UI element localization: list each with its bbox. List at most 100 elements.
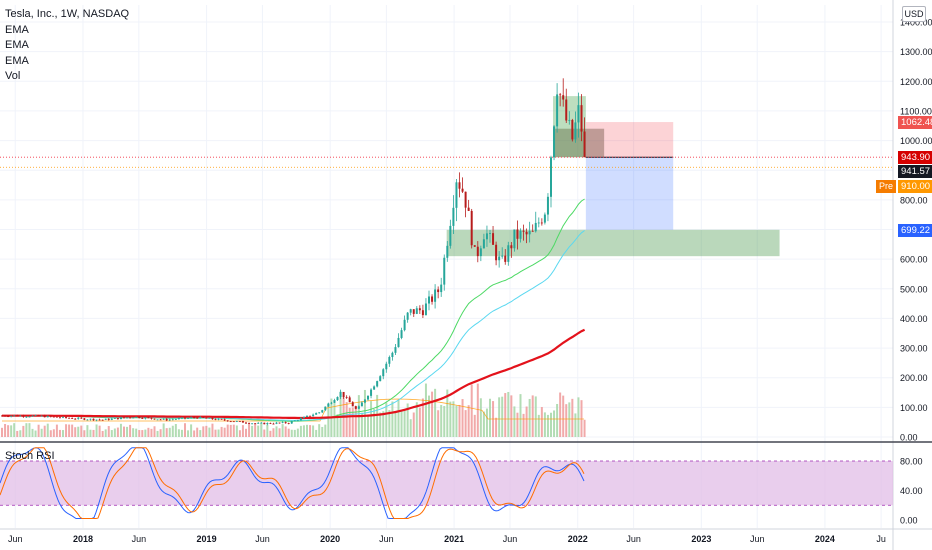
candle[interactable]: [278, 422, 281, 424]
candle[interactable]: [226, 420, 229, 422]
candle[interactable]: [269, 422, 272, 424]
candle[interactable]: [162, 418, 165, 420]
range-box-green[interactable]: [553, 96, 586, 158]
candle[interactable]: [513, 229, 516, 249]
candle[interactable]: [202, 416, 205, 418]
candle[interactable]: [467, 207, 470, 211]
candle[interactable]: [339, 391, 342, 398]
candle[interactable]: [25, 416, 28, 418]
candle[interactable]: [543, 214, 546, 223]
candle[interactable]: [482, 239, 485, 249]
candle[interactable]: [354, 406, 357, 409]
candle[interactable]: [546, 196, 549, 215]
candle[interactable]: [415, 308, 418, 314]
symbol-title[interactable]: Tesla, Inc., 1W, NASDAQ: [5, 8, 130, 20]
candle[interactable]: [22, 415, 25, 417]
candle[interactable]: [476, 246, 479, 257]
candle[interactable]: [498, 256, 501, 261]
candle[interactable]: [110, 418, 113, 420]
candle[interactable]: [568, 119, 571, 121]
candle[interactable]: [562, 95, 565, 100]
candle[interactable]: [123, 417, 125, 419]
candle[interactable]: [302, 416, 305, 419]
candle[interactable]: [479, 248, 482, 257]
candle[interactable]: [449, 225, 452, 246]
candle[interactable]: [537, 222, 540, 224]
candle[interactable]: [214, 419, 217, 421]
candle[interactable]: [577, 105, 580, 123]
candle[interactable]: [205, 417, 208, 419]
candle[interactable]: [290, 421, 293, 424]
candle[interactable]: [28, 416, 31, 418]
candle[interactable]: [119, 417, 122, 420]
candle[interactable]: [400, 330, 403, 338]
candle[interactable]: [388, 357, 391, 364]
candle[interactable]: [129, 417, 132, 419]
candle[interactable]: [58, 417, 61, 419]
candle[interactable]: [559, 94, 562, 96]
candle[interactable]: [495, 244, 498, 261]
candle[interactable]: [443, 257, 446, 285]
candle[interactable]: [434, 289, 437, 302]
candle[interactable]: [113, 418, 116, 419]
candle[interactable]: [187, 417, 190, 419]
candle[interactable]: [211, 417, 214, 420]
candle[interactable]: [428, 296, 430, 304]
candle[interactable]: [553, 126, 556, 158]
candle[interactable]: [138, 416, 141, 419]
candle[interactable]: [254, 423, 257, 425]
candle[interactable]: [251, 423, 254, 425]
candle[interactable]: [77, 417, 80, 419]
candle[interactable]: [528, 230, 531, 235]
candle[interactable]: [492, 233, 495, 245]
candle[interactable]: [406, 312, 409, 320]
candle[interactable]: [208, 417, 211, 419]
candle[interactable]: [223, 419, 226, 421]
candle[interactable]: [580, 105, 583, 132]
candle[interactable]: [49, 415, 52, 417]
candle[interactable]: [159, 419, 162, 421]
candle[interactable]: [156, 419, 159, 421]
candle[interactable]: [229, 421, 232, 423]
candle[interactable]: [86, 419, 89, 421]
candle[interactable]: [104, 418, 107, 420]
candle[interactable]: [409, 309, 412, 313]
volume-legend[interactable]: Vol: [5, 70, 21, 82]
candle[interactable]: [501, 255, 504, 257]
ema-legend-3[interactable]: EMA: [5, 54, 29, 67]
candle[interactable]: [180, 417, 183, 419]
candle[interactable]: [306, 415, 308, 417]
candle[interactable]: [235, 421, 238, 422]
candle[interactable]: [135, 416, 138, 418]
candle[interactable]: [7, 416, 10, 417]
candle[interactable]: [266, 422, 269, 425]
candle[interactable]: [263, 422, 266, 425]
candle[interactable]: [510, 245, 513, 249]
candle[interactable]: [342, 391, 345, 397]
candle[interactable]: [16, 415, 19, 417]
candle[interactable]: [534, 222, 537, 232]
candle[interactable]: [13, 415, 16, 417]
candle[interactable]: [583, 131, 586, 158]
candle[interactable]: [10, 415, 13, 417]
candle[interactable]: [327, 403, 330, 407]
candle[interactable]: [153, 418, 156, 420]
candle[interactable]: [40, 415, 43, 417]
candle[interactable]: [132, 417, 135, 419]
candle[interactable]: [357, 406, 360, 409]
candle[interactable]: [556, 94, 559, 127]
stoch-rsi-label[interactable]: Stoch RSI: [5, 450, 55, 462]
candle[interactable]: [196, 417, 199, 419]
candle[interactable]: [31, 415, 34, 417]
candle[interactable]: [74, 418, 77, 420]
candle[interactable]: [281, 422, 284, 423]
candle[interactable]: [309, 415, 312, 417]
candle[interactable]: [504, 255, 507, 262]
candle[interactable]: [370, 389, 373, 396]
ema-slow-line[interactable]: [2, 328, 586, 420]
candle[interactable]: [43, 415, 46, 418]
candle[interactable]: [367, 395, 369, 400]
currency-button[interactable]: USD: [902, 6, 926, 22]
candle[interactable]: [376, 381, 379, 387]
candle[interactable]: [71, 418, 74, 419]
